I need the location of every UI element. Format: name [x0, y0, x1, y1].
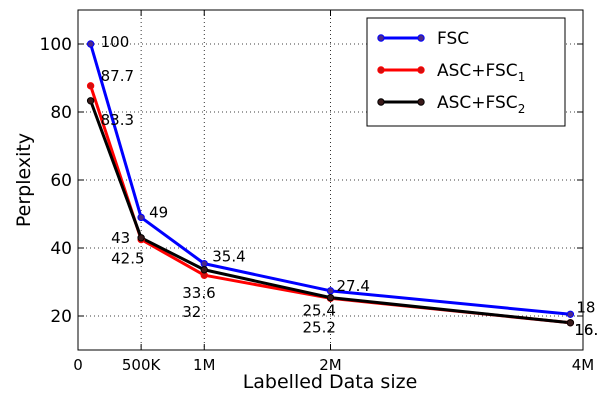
data-label: 25.4 — [303, 302, 336, 320]
data-point — [326, 293, 335, 302]
data-point — [86, 97, 95, 105]
data-points — [86, 40, 575, 327]
data-label: 33.6 — [182, 284, 215, 302]
legend-subscript: 1 — [518, 70, 526, 84]
data-point — [86, 82, 95, 90]
data-label: 43 — [111, 229, 130, 247]
data-label: 87.7 — [101, 67, 134, 85]
data-label: 25.2 — [303, 318, 336, 336]
data-label: 27.4 — [337, 277, 370, 295]
y-tick-label: 20 — [50, 307, 72, 327]
x-tick-label: 2M — [319, 356, 342, 374]
data-label: 18.6 — [576, 298, 597, 316]
x-tick-label: 500K — [122, 356, 162, 374]
data-labels: 100 49 35.4 27.4 18.6 87.7 42.5 32 25.2 16.6 83.3 4… — [101, 33, 597, 339]
x-tick-label: 1M — [193, 356, 216, 374]
data-label: 49 — [149, 203, 168, 221]
legend-box — [366, 17, 566, 127]
legend-marker — [417, 34, 425, 42]
data-label: 35.4 — [212, 248, 245, 266]
legend-subscript: 2 — [518, 102, 526, 116]
legend-marker — [417, 66, 425, 74]
data-point — [200, 266, 208, 274]
legend-marker — [377, 66, 385, 74]
y-tick-label: 80 — [50, 103, 72, 123]
legend-label: FSC — [437, 29, 469, 49]
data-label: 100 — [101, 33, 130, 51]
axis-ticks: 20 40 60 80 100 0 500K 1M 2M 4M — [40, 10, 595, 374]
data-point — [566, 319, 575, 327]
data-label: 42.5 — [111, 250, 144, 268]
data-label: 16.6 — [574, 321, 597, 339]
data-point — [137, 213, 145, 222]
data-label: 83.3 — [101, 111, 134, 129]
legend-label: ASC+FSC2 — [437, 93, 525, 116]
x-axis-label: Labelled Data size — [243, 371, 418, 393]
y-axis-label: Perplexity — [13, 133, 35, 227]
x-tick-label: 4M — [572, 356, 595, 374]
y-tick-label: 60 — [50, 171, 72, 191]
legend-marker — [377, 98, 385, 106]
legend: FSC ASC+FSC1 ASC+FSC2 — [366, 17, 566, 127]
data-point — [137, 234, 145, 242]
y-tick-label: 100 — [40, 35, 72, 55]
legend-marker — [417, 98, 425, 106]
x-tick-label: 0 — [73, 356, 83, 374]
data-label: 16.6 — [574, 321, 597, 339]
data-point — [326, 287, 335, 295]
data-point — [86, 40, 95, 48]
legend-marker — [377, 34, 385, 42]
legend-label: ASC+FSC1 — [437, 61, 525, 84]
y-tick-label: 40 — [50, 239, 72, 259]
data-point — [566, 310, 575, 318]
data-label: 32 — [182, 303, 201, 321]
data-point — [200, 259, 208, 268]
